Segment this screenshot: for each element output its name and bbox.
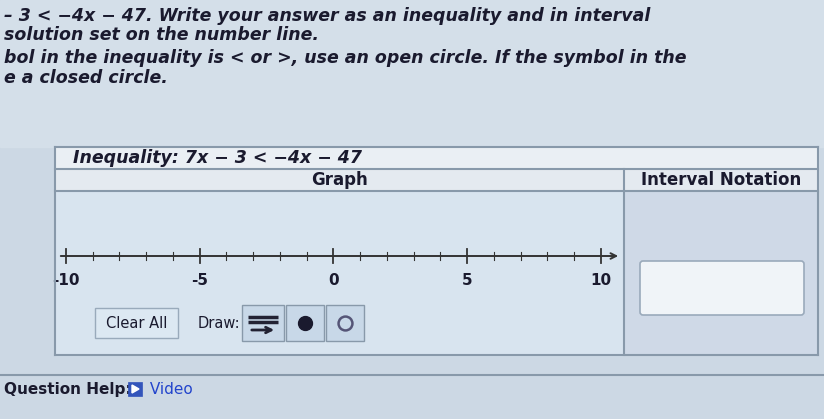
Bar [0,355,824,419]
Text: Video: Video [145,382,193,396]
Text: bol in the inequality is < or >, use an open circle. If the symbol in the: bol in the inequality is < or >, use an … [4,49,686,67]
Text: Draw:: Draw: [198,316,241,331]
Bar [55,147,818,169]
Text: 10: 10 [591,273,611,288]
Bar [242,305,284,341]
Bar [624,191,818,355]
Text: -10: -10 [52,273,80,288]
Bar [326,305,364,341]
Text: -5: -5 [191,273,208,288]
Text: solution set on the number line.: solution set on the number line. [4,26,319,44]
Text: Question Help:: Question Help: [4,382,132,396]
Text: Interval Notation: Interval Notation [641,171,801,189]
Bar [55,169,818,191]
Bar [286,305,324,341]
Bar [128,382,142,396]
Text: Graph: Graph [311,171,368,189]
Bar [0,0,824,147]
Bar [55,191,624,355]
Text: 0: 0 [328,273,339,288]
Text: Inequality: 7x − 3 < −4x − 47: Inequality: 7x − 3 < −4x − 47 [73,149,362,167]
Polygon shape [132,385,139,393]
Text: e a closed circle.: e a closed circle. [4,69,168,87]
Bar [95,308,178,338]
Text: Clear All: Clear All [105,316,167,331]
Text: – 3 < −4x − 47. Write your answer as an inequality and in interval: – 3 < −4x − 47. Write your answer as an … [4,7,650,25]
Text: 5: 5 [462,273,472,288]
FancyBboxPatch shape [640,261,804,315]
